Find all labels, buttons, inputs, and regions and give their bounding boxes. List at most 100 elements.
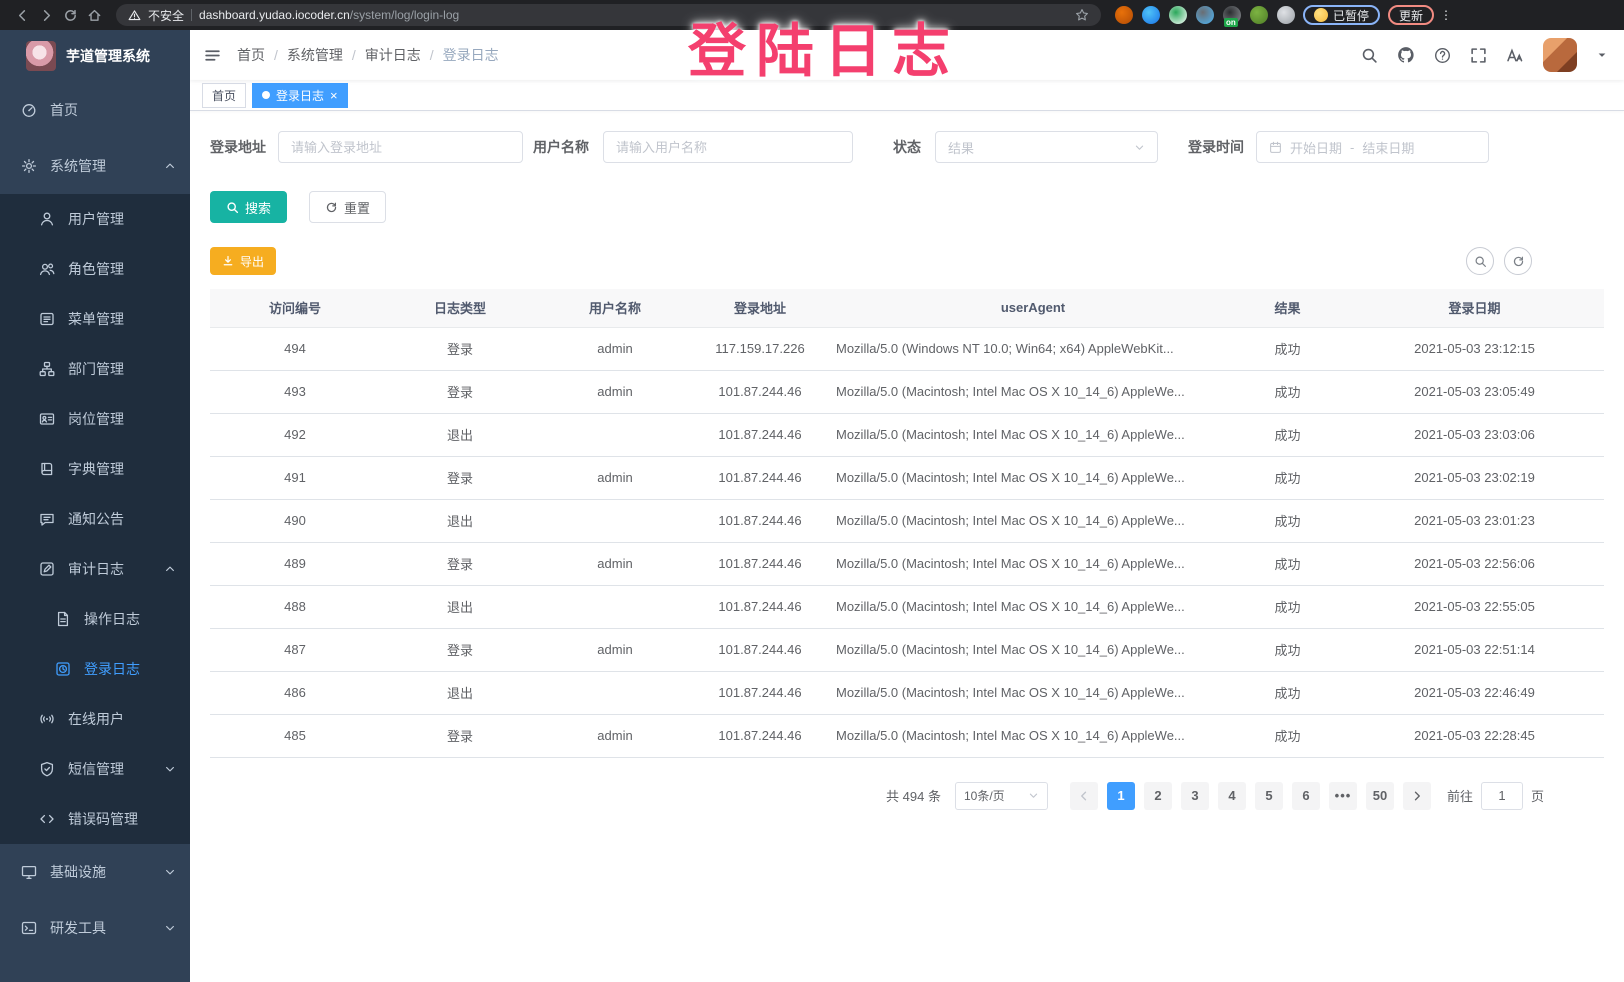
table-cell: 101.87.244.46 <box>690 671 830 715</box>
address-bar[interactable]: 不安全 dashboard.yudao.iocoder.cn/system/lo… <box>116 4 1101 26</box>
browser-update-button[interactable]: 更新 <box>1388 5 1435 25</box>
table-cell: admin <box>540 542 690 586</box>
sidebar-item-label: 登录日志 <box>84 661 140 677</box>
previous-page-button[interactable] <box>1069 781 1098 810</box>
username-input[interactable] <box>603 131 853 163</box>
sidebar-item-infrastructure[interactable]: 基础设施 <box>0 844 190 900</box>
extension-green-check-icon[interactable] <box>1169 6 1187 24</box>
table-row: 485 登录 admin 101.87.244.46 Mozilla/5.0 (Maci… <box>210 714 1604 758</box>
table-cell: 成功 <box>1230 327 1345 371</box>
sidebar-item-audit-log[interactable]: 审计日志 <box>0 544 190 594</box>
reset-button-label: 重置 <box>344 200 371 216</box>
tag-inactive[interactable]: 首页 <box>202 82 247 108</box>
sidebar-item-dev-tools[interactable]: 研发工具 <box>0 900 190 956</box>
search-icon[interactable] <box>1361 47 1378 64</box>
login-time-label: 登录时间 <box>1188 139 1244 155</box>
sidebar-submenu: 用户管理 角色管理 菜单管理 部门管理 岗位管理 字典管理 通知公告 审计日志操作日志登录日志… <box>0 194 190 844</box>
sidebar-item-user-management[interactable]: 用户管理 <box>0 194 190 244</box>
extension-orange-icon[interactable] <box>1115 6 1133 24</box>
chevron-down-icon <box>1134 142 1145 153</box>
status-select[interactable]: 结果 <box>935 131 1158 163</box>
sidebar-item-home[interactable]: 首页 <box>0 82 190 138</box>
sidebar-item-label: 操作日志 <box>84 611 140 627</box>
toggle-search-button[interactable] <box>1466 247 1494 275</box>
close-icon[interactable]: × <box>330 87 338 103</box>
page-button-50[interactable]: 50 <box>1365 781 1394 810</box>
search-button[interactable]: 搜索 <box>210 191 288 223</box>
breadcrumb-item[interactable]: 审计日志 <box>364 47 421 63</box>
table-body: 494 登录 admin 117.159.17.226 Mozilla/5.0 (Win… <box>210 327 1604 758</box>
table-cell: 登录 <box>380 327 540 371</box>
download-icon <box>222 255 234 267</box>
sidebar-item-label: 系统管理 <box>50 158 106 174</box>
login-address-input[interactable] <box>278 131 523 163</box>
page-button-1[interactable]: 1 <box>1106 781 1135 810</box>
sidebar-logo-row[interactable]: 芋道管理系统 <box>0 30 190 82</box>
start-date-placeholder: 开始日期 <box>1290 140 1343 156</box>
page-button-3[interactable]: 3 <box>1180 781 1209 810</box>
url-text: dashboard.yudao.iocoder.cn/system/log/lo… <box>199 8 460 22</box>
bookmark-star-icon[interactable] <box>1075 8 1089 22</box>
end-date-placeholder: 结束日期 <box>1362 140 1415 156</box>
sidebar-item-dept-management[interactable]: 部门管理 <box>0 344 190 394</box>
sidebar-item-notice-announcement[interactable]: 通知公告 <box>0 494 190 544</box>
page-button-2[interactable]: 2 <box>1143 781 1172 810</box>
book-icon <box>38 461 55 477</box>
browser-profile-chip[interactable]: 已暂停 <box>1303 5 1381 25</box>
table-cell: admin <box>540 370 690 414</box>
table-cell: 成功 <box>1230 542 1345 586</box>
next-page-button[interactable] <box>1402 781 1431 810</box>
extension-puzzle-icon[interactable] <box>1277 6 1295 24</box>
table-cell: Mozilla/5.0 (Macintosh; Intel Mac OS X 1… <box>830 499 1230 543</box>
address-divider <box>191 9 193 21</box>
table-cell: 2021-05-03 22:56:06 <box>1345 542 1604 586</box>
browser-back-icon[interactable] <box>10 3 34 27</box>
github-icon[interactable] <box>1397 46 1415 64</box>
help-icon[interactable] <box>1434 47 1451 64</box>
sidebar-item-role-management[interactable]: 角色管理 <box>0 244 190 294</box>
font-size-icon[interactable] <box>1506 46 1524 64</box>
login-address-label: 登录地址 <box>210 139 266 155</box>
sidebar-item-system-management[interactable]: 系统管理 <box>0 138 190 194</box>
browser-forward-icon[interactable] <box>34 3 58 27</box>
sidebar-item-login-log[interactable]: 登录日志 <box>0 644 190 694</box>
goto-page-input[interactable] <box>1480 781 1523 810</box>
breadcrumb-item[interactable]: 系统管理 <box>286 47 343 63</box>
user-avatar[interactable] <box>1543 38 1577 72</box>
filter-actions: 搜索 重置 <box>210 191 1604 223</box>
security-warning-label: 不安全 <box>148 8 185 23</box>
column-header: 日志类型 <box>380 289 540 328</box>
page-size-select[interactable]: 10条/页 <box>954 781 1048 810</box>
login-log-table: 访问编号 日志类型 用户名称 登录地址 userAgent 结果 登录日期 494 登录 adm… <box>210 289 1604 758</box>
reset-button[interactable]: 重置 <box>309 191 387 223</box>
extension-blue-gem-icon[interactable] <box>1142 6 1160 24</box>
table-cell: 成功 <box>1230 370 1345 414</box>
browser-home-icon[interactable] <box>82 3 106 27</box>
sidebar-item-dict-management[interactable]: 字典管理 <box>0 444 190 494</box>
page-button-4[interactable]: 4 <box>1217 781 1246 810</box>
sidebar-item-menu-management[interactable]: 菜单管理 <box>0 294 190 344</box>
sidebar-item-operation-log[interactable]: 操作日志 <box>0 594 190 644</box>
browser-menu-kebab-icon[interactable]: ⋮ <box>1440 8 1454 22</box>
fullscreen-icon[interactable] <box>1470 47 1487 64</box>
sidebar-item-post-management[interactable]: 岗位管理 <box>0 394 190 444</box>
page-button-5[interactable]: 5 <box>1254 781 1283 810</box>
refresh-table-button[interactable] <box>1504 247 1532 275</box>
tag-active[interactable]: 登录日志 × <box>252 82 348 108</box>
sidebar-item-error-code-management[interactable]: 错误码管理 <box>0 794 190 844</box>
sidebar-item-online-users[interactable]: 在线用户 <box>0 694 190 744</box>
breadcrumb-item[interactable]: 首页 <box>237 47 265 63</box>
browser-reload-icon[interactable] <box>58 3 82 27</box>
extension-list-on-icon[interactable]: on <box>1223 6 1241 27</box>
export-button[interactable]: 导出 <box>210 247 277 275</box>
caret-down-icon[interactable] <box>1596 49 1608 61</box>
page-button-6[interactable]: 6 <box>1291 781 1320 810</box>
sidebar-item-sms-management[interactable]: 短信管理 <box>0 744 190 794</box>
pager-more-button[interactable]: ••• <box>1328 781 1357 810</box>
login-time-range-picker[interactable]: 开始日期 - 结束日期 <box>1256 131 1489 163</box>
table-cell: 486 <box>210 671 380 715</box>
extension-sprout-icon[interactable] <box>1250 6 1268 24</box>
extension-grid-icon[interactable] <box>1196 6 1214 24</box>
table-cell: 2021-05-03 23:02:19 <box>1345 456 1604 500</box>
sidebar-toggle-button[interactable] <box>204 47 221 64</box>
